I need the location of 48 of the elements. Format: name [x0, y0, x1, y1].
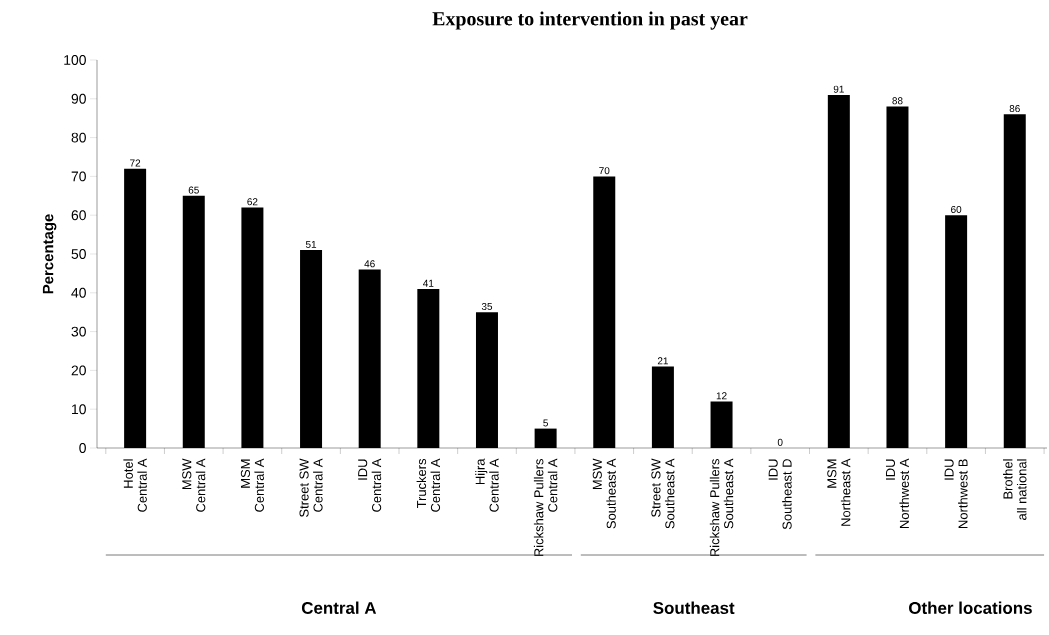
y-tick-label: 70	[71, 171, 86, 182]
data-label: 72	[130, 159, 141, 167]
x-tick-label: Hijra Central A	[475, 458, 499, 512]
data-label: 51	[305, 240, 317, 248]
data-label: 65	[188, 186, 199, 194]
data-label: 21	[657, 357, 668, 365]
x-tick-label: Rickshaw Pullers Southeast A	[709, 458, 734, 557]
x-tick-label: MSW Southeast A	[592, 458, 616, 529]
y-tick-label: 50	[71, 249, 86, 259]
y-tick-label: 80	[71, 132, 86, 143]
x-tick-label: Rickshaw Pullers Central A	[533, 458, 558, 557]
data-label: 12	[716, 392, 727, 400]
data-label: 35	[481, 302, 493, 310]
y-tick-label: 100	[64, 55, 86, 65]
x-tick-label: IDU Southeast D	[768, 459, 792, 530]
x-tick-label: Street SW Central A	[299, 458, 323, 517]
y-tick-label: 20	[71, 365, 86, 376]
x-tick-label: MSM Central A	[240, 458, 264, 512]
x-tick-label: IDU Northwest B	[944, 459, 968, 528]
y-tick-label: 10	[72, 404, 86, 415]
text: Southeast	[653, 601, 735, 614]
x-tick-label: Brothel all national	[1003, 459, 1027, 520]
x-tick-label: Hotel Central A	[123, 458, 147, 512]
x-tick-label: IDU Northwest A	[885, 458, 909, 528]
y-tick-label: 0	[79, 443, 86, 453]
y-axis-title: Percentage	[42, 214, 57, 294]
x-tick-label: MSM Northeast A	[827, 458, 851, 526]
data-label: 0	[777, 438, 783, 446]
x-tick-label: Street SW Southeast A	[651, 458, 675, 529]
data-label: 86	[1009, 105, 1020, 113]
data-label: 88	[892, 97, 903, 105]
y-tick-label: 60	[71, 210, 86, 221]
data-label: 5	[543, 419, 548, 427]
data-label: 46	[364, 260, 375, 268]
chart-title: Exposure to intervention in past year	[432, 11, 748, 30]
data-label: 60	[951, 205, 962, 213]
x-tick-label: IDU Central A	[358, 458, 382, 512]
x-tick-label: Truckers Central A	[416, 458, 441, 512]
y-tick-label: 30	[71, 326, 86, 337]
data-label: 41	[423, 279, 434, 287]
y-tick-label: 90	[71, 93, 86, 104]
data-label: 62	[247, 198, 258, 206]
text: Central A	[301, 601, 377, 614]
text: Other locations	[909, 601, 1032, 614]
y-tick-label: 40	[71, 287, 86, 298]
data-label: 91	[833, 85, 844, 93]
data-label: 70	[599, 167, 610, 175]
x-tick-label: MSW Central A	[182, 458, 206, 512]
